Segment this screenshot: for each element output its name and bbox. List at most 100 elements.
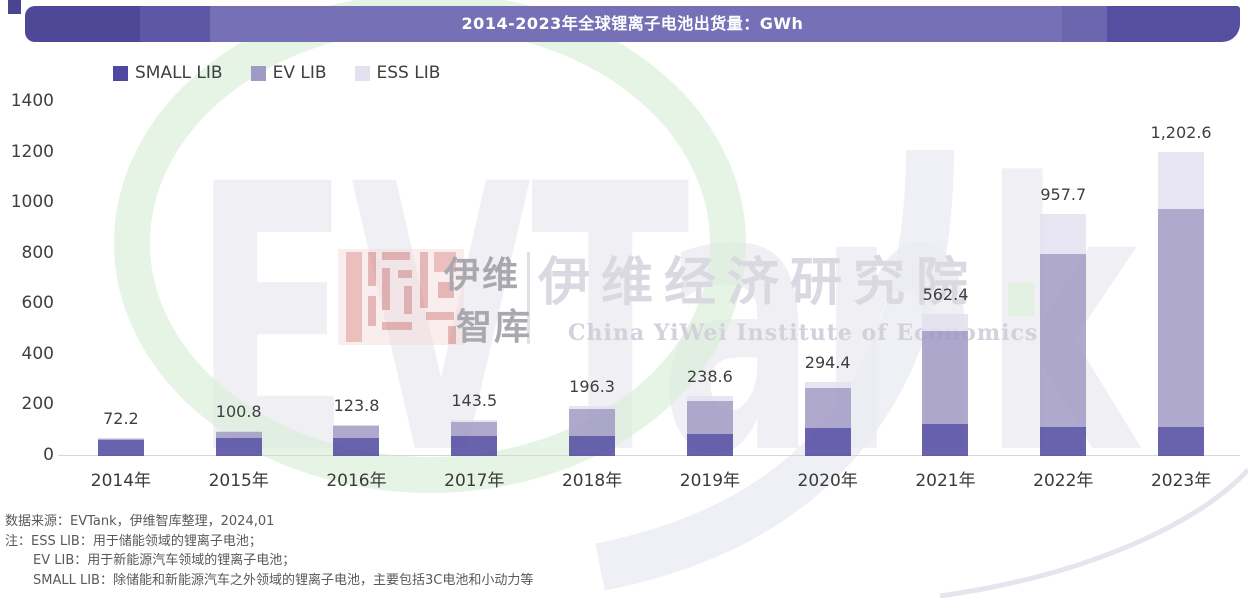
bar-segment-ev-lib [569, 409, 616, 436]
bar-segment-ev-lib [1158, 208, 1205, 428]
bar-segment-ess-lib [1040, 213, 1087, 255]
banner-segment [1062, 6, 1107, 42]
footer-note-ev: EV LIB：用于新能源汽车领域的锂离子电池； [33, 553, 296, 568]
y-axis-tick-label: 1400 [10, 91, 54, 111]
plot-area: 72.2 2014年 100.8 2015年 123.8 2016年 143.5 2017年 1… [62, 100, 1240, 491]
bar-segment-ess-lib [686, 395, 733, 401]
bar-value-label: 562.4 [922, 284, 969, 304]
bar-segment-small-lib [1158, 427, 1205, 456]
bar-segment-small-lib [804, 428, 851, 456]
bar-segment-ev-lib [97, 438, 144, 441]
legend-swatch [354, 65, 370, 81]
legend-label: EV LIB [272, 63, 327, 83]
legend-swatch [250, 65, 266, 81]
x-axis-label: 2020年 [797, 471, 858, 491]
footer-note-small: SMALL LIB：除储能和新能源汽车之外领域的锂离子电池，主要包括3C电池和小… [33, 572, 534, 588]
bar-segment-small-lib [97, 440, 144, 456]
bar-value-label: 123.8 [333, 395, 380, 415]
qr-seal-logo [338, 249, 464, 345]
bar-segment-ev-lib [922, 330, 969, 425]
category-slot: 72.2 2014年 [62, 100, 180, 491]
bar-value-label: 1,202.6 [1150, 122, 1212, 142]
footer-notes: 数据来源：EVTank，伊维智库整理，2024,01 注：ESS LIB：用于储… [5, 512, 533, 590]
title-banner: 2014-2023年全球锂离子电池出货量：GWh [25, 6, 1240, 42]
bar-segment-ess-lib [1158, 151, 1205, 209]
legend-label: SMALL LIB [135, 63, 223, 83]
bar-segment-ess-lib [804, 381, 851, 389]
bar-segment-ev-lib [686, 400, 733, 434]
bar-2018 [569, 406, 616, 456]
bar-value-label: 196.3 [569, 377, 615, 397]
category-slot: 196.3 2018年 [533, 100, 651, 491]
bar-segment-ev-lib [804, 388, 851, 429]
bar-2019 [686, 395, 733, 456]
bar-value-label: 238.6 [686, 366, 733, 386]
bar-value-label: 72.2 [103, 408, 139, 428]
footer-source: 数据来源：EVTank，伊维智库整理，2024,01 [5, 514, 275, 529]
x-axis-label: 2017年 [444, 471, 505, 491]
legend-item-ev-lib: EV LIB [250, 63, 327, 83]
bar-segment-ess-lib [922, 313, 969, 331]
bar-2021 [922, 313, 969, 456]
y-axis-tick-label: 800 [21, 242, 54, 263]
bar-segment-small-lib [569, 435, 616, 456]
bar-segment-ev-lib [215, 431, 262, 438]
category-slot: 294.4 2020年 [769, 100, 887, 491]
category-slot: 562.4 2021年 [887, 100, 1005, 491]
bar-value-label: 957.7 [1040, 184, 1087, 204]
bar-segment-ev-lib [1040, 254, 1087, 428]
x-axis-label: 2022年 [1033, 471, 1094, 491]
bar-segment-small-lib [1040, 427, 1087, 456]
y-axis-tick-label: 200 [21, 394, 54, 415]
banner-segment [25, 6, 140, 42]
bar-segment-ev-lib [451, 421, 498, 437]
bar-segment-small-lib [922, 424, 969, 456]
bar-segment-ess-lib [97, 437, 144, 439]
legend-label: ESS LIB [376, 63, 441, 83]
chart-title: 2014-2023年全球锂离子电池出货量：GWh [461, 14, 804, 33]
logo-text-zhiku: 智库 [456, 307, 533, 348]
bottom-right-arc-watermark [939, 468, 1248, 599]
green-square-accent [1008, 283, 1034, 316]
bar-2015 [215, 430, 262, 456]
legend: SMALL LIB EV LIB ESS LIB [113, 63, 440, 83]
legend-item-ess-lib: ESS LIB [354, 63, 441, 83]
x-axis-label: 2014年 [90, 471, 152, 491]
x-axis-label: 2015年 [208, 471, 269, 491]
x-axis-label: 2018年 [561, 471, 623, 491]
category-slot: 1,202.6 2023年 [1122, 100, 1240, 491]
y-axis-tick-label: 1200 [10, 141, 54, 162]
bar-segment-small-lib [686, 433, 733, 456]
bar-2020 [804, 381, 851, 456]
x-axis-label: 2023年 [1150, 471, 1212, 491]
bar-segment-ess-lib [451, 419, 498, 422]
bar-2016 [333, 424, 380, 456]
category-slot: 143.5 2017年 [415, 100, 533, 491]
legend-swatch [113, 65, 128, 81]
x-axis-line [58, 455, 1240, 456]
footer-note-ess: 注：ESS LIB：用于储能领域的锂离子电池； [5, 533, 262, 549]
category-slot: 123.8 2016年 [298, 100, 416, 491]
y-axis-tick-label: 600 [21, 293, 54, 314]
bar-segment-small-lib [215, 437, 262, 456]
logo-text-yiwei: 伊维 [444, 255, 521, 296]
bar-value-label: 100.8 [215, 401, 262, 421]
logo-divider [527, 252, 530, 344]
institute-name-cn: 伊维经济研究院 [538, 253, 980, 313]
bar-segment-small-lib [333, 438, 380, 456]
swoosh-watermark [595, 149, 954, 591]
bar-2023 [1158, 151, 1205, 456]
y-axis-tick-label: 0 [43, 445, 54, 465]
bar-segment-ess-lib [333, 424, 380, 426]
x-axis-label: 2021年 [915, 471, 976, 491]
category-slot: 100.8 2015年 [180, 100, 298, 491]
bar-2014 [97, 437, 144, 456]
corner-square-decoration [8, 0, 21, 14]
bar-segment-ess-lib [215, 430, 262, 432]
x-axis-label: 2016年 [326, 471, 387, 491]
bar-2022 [1040, 213, 1087, 456]
bar-value-label: 294.4 [804, 352, 851, 372]
bar-value-label: 143.5 [451, 390, 498, 410]
